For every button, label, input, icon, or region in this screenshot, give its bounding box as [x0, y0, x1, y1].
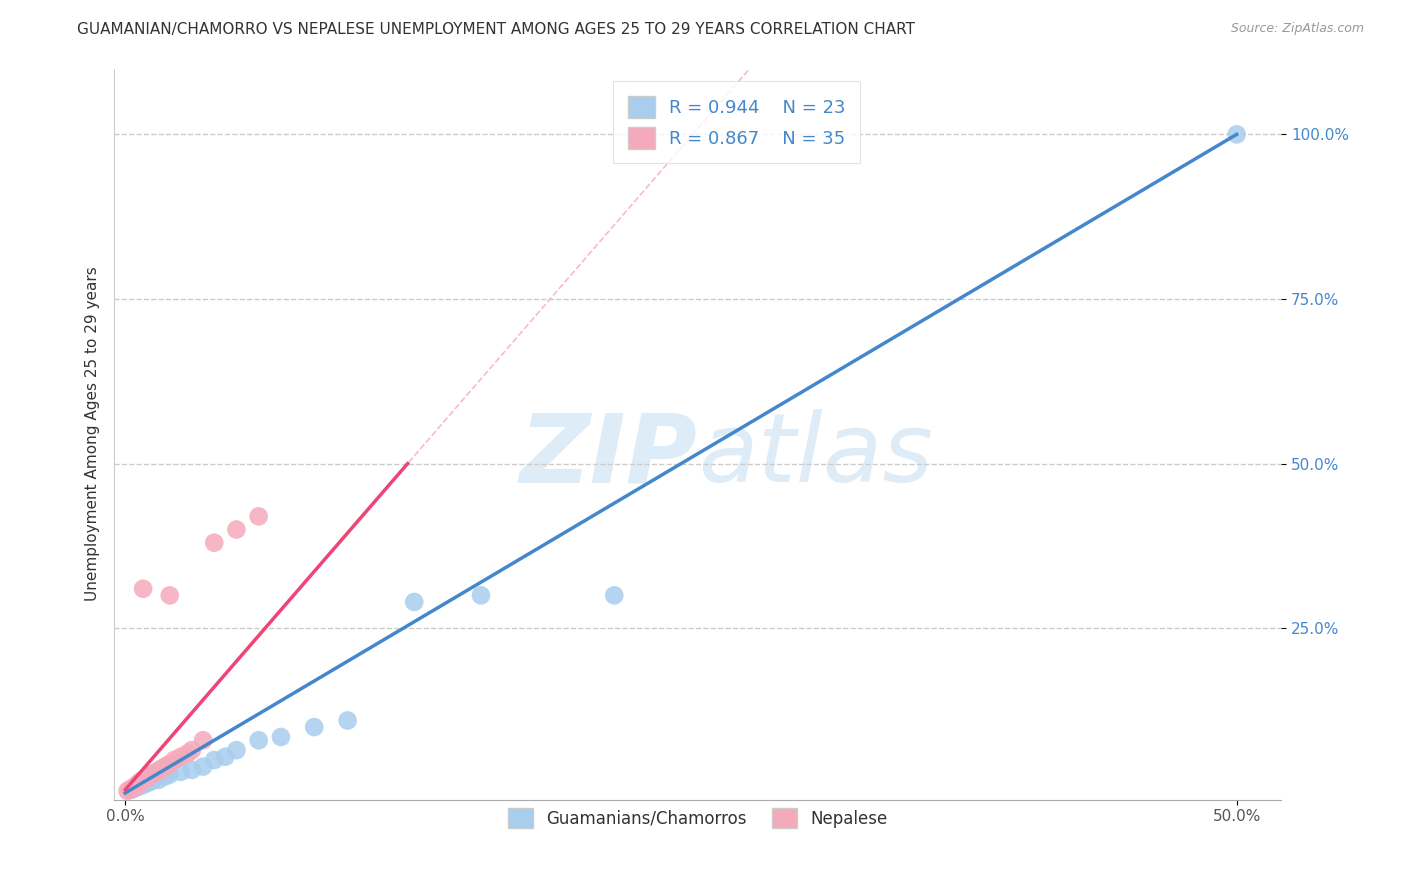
Point — [404, 595, 426, 609]
Point — [141, 767, 163, 781]
Point — [170, 764, 193, 779]
Point — [302, 720, 325, 734]
Point — [128, 780, 150, 794]
Point — [128, 777, 150, 791]
Legend: Guamanians/Chamorros, Nepalese: Guamanians/Chamorros, Nepalese — [502, 801, 894, 835]
Point — [214, 749, 236, 764]
Point — [149, 762, 172, 776]
Point — [148, 764, 170, 778]
Point — [152, 761, 174, 775]
Point — [121, 781, 143, 796]
Point — [225, 523, 247, 537]
Point — [170, 749, 193, 764]
Point — [247, 509, 270, 524]
Point — [145, 764, 167, 779]
Point — [159, 756, 181, 771]
Point — [129, 775, 152, 789]
Point — [163, 753, 186, 767]
Point — [176, 747, 198, 761]
Point — [159, 588, 181, 602]
Point — [336, 714, 359, 728]
Point — [156, 758, 179, 772]
Point — [129, 774, 152, 789]
Point — [1226, 128, 1249, 142]
Text: ZIP: ZIP — [520, 409, 697, 502]
Point — [159, 767, 181, 781]
Point — [155, 769, 177, 783]
Y-axis label: Unemployment Among Ages 25 to 29 years: Unemployment Among Ages 25 to 29 years — [86, 267, 100, 601]
Point — [470, 588, 492, 602]
Point — [603, 588, 626, 602]
Point — [202, 753, 225, 767]
Point — [125, 778, 148, 792]
Point — [125, 780, 148, 794]
Point — [132, 773, 155, 788]
Point — [118, 782, 141, 797]
Point — [136, 771, 159, 785]
Point — [125, 780, 148, 795]
Point — [247, 733, 270, 747]
Point — [191, 733, 214, 747]
Point — [134, 772, 156, 786]
Point — [181, 743, 204, 757]
Point — [136, 776, 159, 790]
Point — [132, 582, 155, 596]
Point — [122, 780, 145, 794]
Point — [225, 743, 247, 757]
Point — [270, 730, 292, 744]
Point — [148, 772, 170, 787]
Text: GUAMANIAN/CHAMORRO VS NEPALESE UNEMPLOYMENT AMONG AGES 25 TO 29 YEARS CORRELATIO: GUAMANIAN/CHAMORRO VS NEPALESE UNEMPLOYM… — [77, 22, 915, 37]
Point — [132, 778, 155, 792]
Point — [155, 759, 177, 773]
Point — [191, 759, 214, 773]
Point — [132, 772, 155, 787]
Text: Source: ZipAtlas.com: Source: ZipAtlas.com — [1230, 22, 1364, 36]
Point — [128, 776, 150, 790]
Point — [202, 535, 225, 549]
Point — [143, 766, 166, 780]
Point — [117, 784, 139, 798]
Point — [141, 774, 163, 789]
Point — [181, 763, 204, 777]
Point — [121, 782, 143, 797]
Text: atlas: atlas — [697, 409, 932, 502]
Point — [139, 768, 162, 782]
Point — [136, 769, 159, 783]
